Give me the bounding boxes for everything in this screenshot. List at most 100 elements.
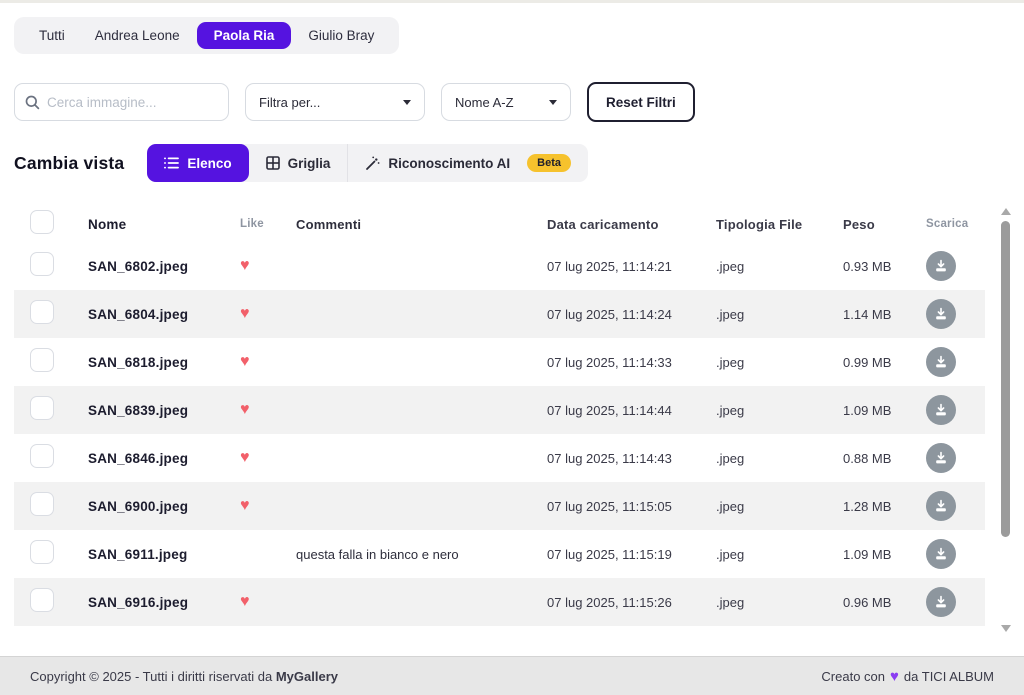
download-cell [926, 347, 985, 377]
download-cell [926, 587, 985, 617]
view-option-label: Riconoscimento AI [388, 155, 511, 171]
page-content: Tutti Andrea Leone Paola Ria Giulio Bray Fi… [0, 3, 1024, 626]
upload-date: 07 lug 2025, 11:14:33 [547, 354, 672, 370]
filter-by-value: Filtra per... [259, 94, 321, 110]
reset-filters-button[interactable]: Reset Filtri [587, 82, 695, 122]
file-type: .jpeg [716, 354, 745, 370]
file-type: .jpeg [716, 450, 745, 466]
tab-giulio-bray[interactable]: Giulio Bray [308, 28, 375, 43]
heart-icon: ♥ [240, 449, 250, 466]
like-cell: ♥ [240, 257, 296, 275]
people-tab-bar: Tutti Andrea Leone Paola Ria Giulio Bray [14, 17, 400, 54]
file-size: 1.09 MB [843, 546, 892, 562]
view-row: Cambia vista Elenco Griglia Riconoscimento… [14, 144, 1024, 182]
like-cell: ♥ [240, 353, 296, 371]
view-option-label: Griglia [287, 155, 331, 171]
file-name: SAN_6802.jpeg [88, 258, 189, 274]
upload-date: 07 lug 2025, 11:15:19 [547, 546, 672, 562]
column-header-scarica: Scarica [926, 218, 969, 230]
view-option-riconoscimento-ai[interactable]: Riconoscimento AI Beta [347, 144, 588, 182]
credits-text: Creato con ♥ da TICI ALBUM [821, 667, 994, 685]
column-header-commenti: Commenti [296, 216, 362, 232]
row-checkbox-cell [14, 347, 88, 377]
file-size: 0.93 MB [843, 258, 892, 274]
filter-by-select[interactable]: Filtra per... [245, 83, 425, 121]
scroll-down-arrow-icon[interactable] [1000, 625, 1011, 632]
brand-name: MyGallery [275, 668, 338, 684]
tab-tutti[interactable]: Tutti [39, 28, 65, 43]
download-button[interactable] [926, 539, 956, 569]
heart-icon: ♥ [240, 257, 250, 274]
table-row: SAN_6916.jpeg ♥ 07 lug 2025, 11:15:26 .jpeg… [14, 578, 985, 626]
search-icon [25, 95, 40, 110]
download-button[interactable] [926, 587, 956, 617]
download-button[interactable] [926, 251, 956, 281]
file-name: SAN_6846.jpeg [88, 450, 189, 466]
download-button[interactable] [926, 395, 956, 425]
scrollbar-thumb[interactable] [1001, 221, 1010, 537]
file-name: SAN_6900.jpeg [88, 498, 189, 514]
file-name: SAN_6911.jpeg [88, 546, 188, 562]
table-scrollbar[interactable] [1000, 208, 1011, 642]
upload-date: 07 lug 2025, 11:14:21 [547, 258, 672, 274]
change-view-label: Cambia vista [14, 152, 125, 173]
like-cell: ♥ [240, 497, 296, 515]
heart-icon: ♥ [240, 497, 250, 514]
row-checkbox[interactable] [30, 491, 54, 516]
search-input[interactable] [47, 94, 218, 110]
file-name: SAN_6818.jpeg [88, 354, 189, 370]
table-body: SAN_6802.jpeg ♥ 07 lug 2025, 11:14:21 .jpeg… [14, 242, 985, 626]
scroll-up-arrow-icon[interactable] [1000, 208, 1011, 215]
table-header: Nome Like Commenti Data caricamento Tipologi… [14, 206, 985, 242]
table-row: SAN_6818.jpeg ♥ 07 lug 2025, 11:14:33 .jpeg… [14, 338, 985, 386]
upload-date: 07 lug 2025, 11:15:05 [547, 498, 672, 514]
select-all-checkbox[interactable] [30, 209, 54, 234]
download-button[interactable] [926, 491, 956, 521]
heart-icon: ♥ [240, 353, 250, 370]
row-checkbox[interactable] [30, 347, 54, 372]
sort-select[interactable]: Nome A-Z [441, 83, 571, 121]
upload-date: 07 lug 2025, 11:14:24 [547, 306, 672, 322]
row-checkbox[interactable] [30, 299, 54, 324]
file-type: .jpeg [716, 258, 745, 274]
images-table: Nome Like Commenti Data caricamento Tipologi… [14, 206, 985, 626]
tab-paola-ria[interactable]: Paola Ria [196, 22, 292, 49]
purple-heart-icon: ♥ [890, 667, 899, 685]
column-header-tipologia-file: Tipologia File [716, 216, 803, 232]
view-option-griglia[interactable]: Griglia [249, 144, 348, 182]
grid-icon [265, 156, 280, 170]
view-option-label: Elenco [187, 155, 232, 171]
column-header-nome: Nome [88, 216, 127, 232]
file-size: 1.28 MB [843, 498, 892, 514]
download-button[interactable] [926, 347, 956, 377]
download-button[interactable] [926, 299, 956, 329]
like-cell: ♥ [240, 305, 296, 323]
row-checkbox[interactable] [30, 443, 54, 468]
row-checkbox-cell [14, 443, 88, 473]
row-checkbox-cell [14, 587, 88, 617]
file-size: 0.96 MB [843, 594, 892, 610]
file-type: .jpeg [716, 306, 745, 322]
download-button[interactable] [926, 443, 956, 473]
download-cell [926, 443, 985, 473]
tab-andrea-leone[interactable]: Andrea Leone [94, 28, 180, 43]
row-checkbox[interactable] [30, 539, 54, 564]
table-row: SAN_6900.jpeg ♥ 07 lug 2025, 11:15:05 .jpeg… [14, 482, 985, 530]
file-type: .jpeg [716, 498, 745, 514]
row-checkbox[interactable] [30, 251, 54, 276]
file-type: .jpeg [716, 594, 745, 610]
table-row: SAN_6846.jpeg ♥ 07 lug 2025, 11:14:43 .jpeg… [14, 434, 985, 482]
column-header-like: Like [240, 218, 264, 230]
table-row: SAN_6804.jpeg ♥ 07 lug 2025, 11:14:24 .jpeg… [14, 290, 985, 338]
list-icon [164, 157, 180, 169]
column-header-data-caricamento: Data caricamento [547, 216, 659, 232]
row-checkbox-cell [14, 491, 88, 521]
row-checkbox-cell [14, 251, 88, 281]
row-checkbox[interactable] [30, 395, 54, 420]
row-checkbox[interactable] [30, 587, 54, 612]
table-row: SAN_6911.jpeg questa falla in bianco e ne… [14, 530, 985, 578]
heart-icon: ♥ [240, 401, 250, 418]
comment-text: questa falla in bianco e nero [296, 546, 459, 562]
download-cell [926, 299, 985, 329]
view-option-elenco[interactable]: Elenco [147, 144, 249, 182]
